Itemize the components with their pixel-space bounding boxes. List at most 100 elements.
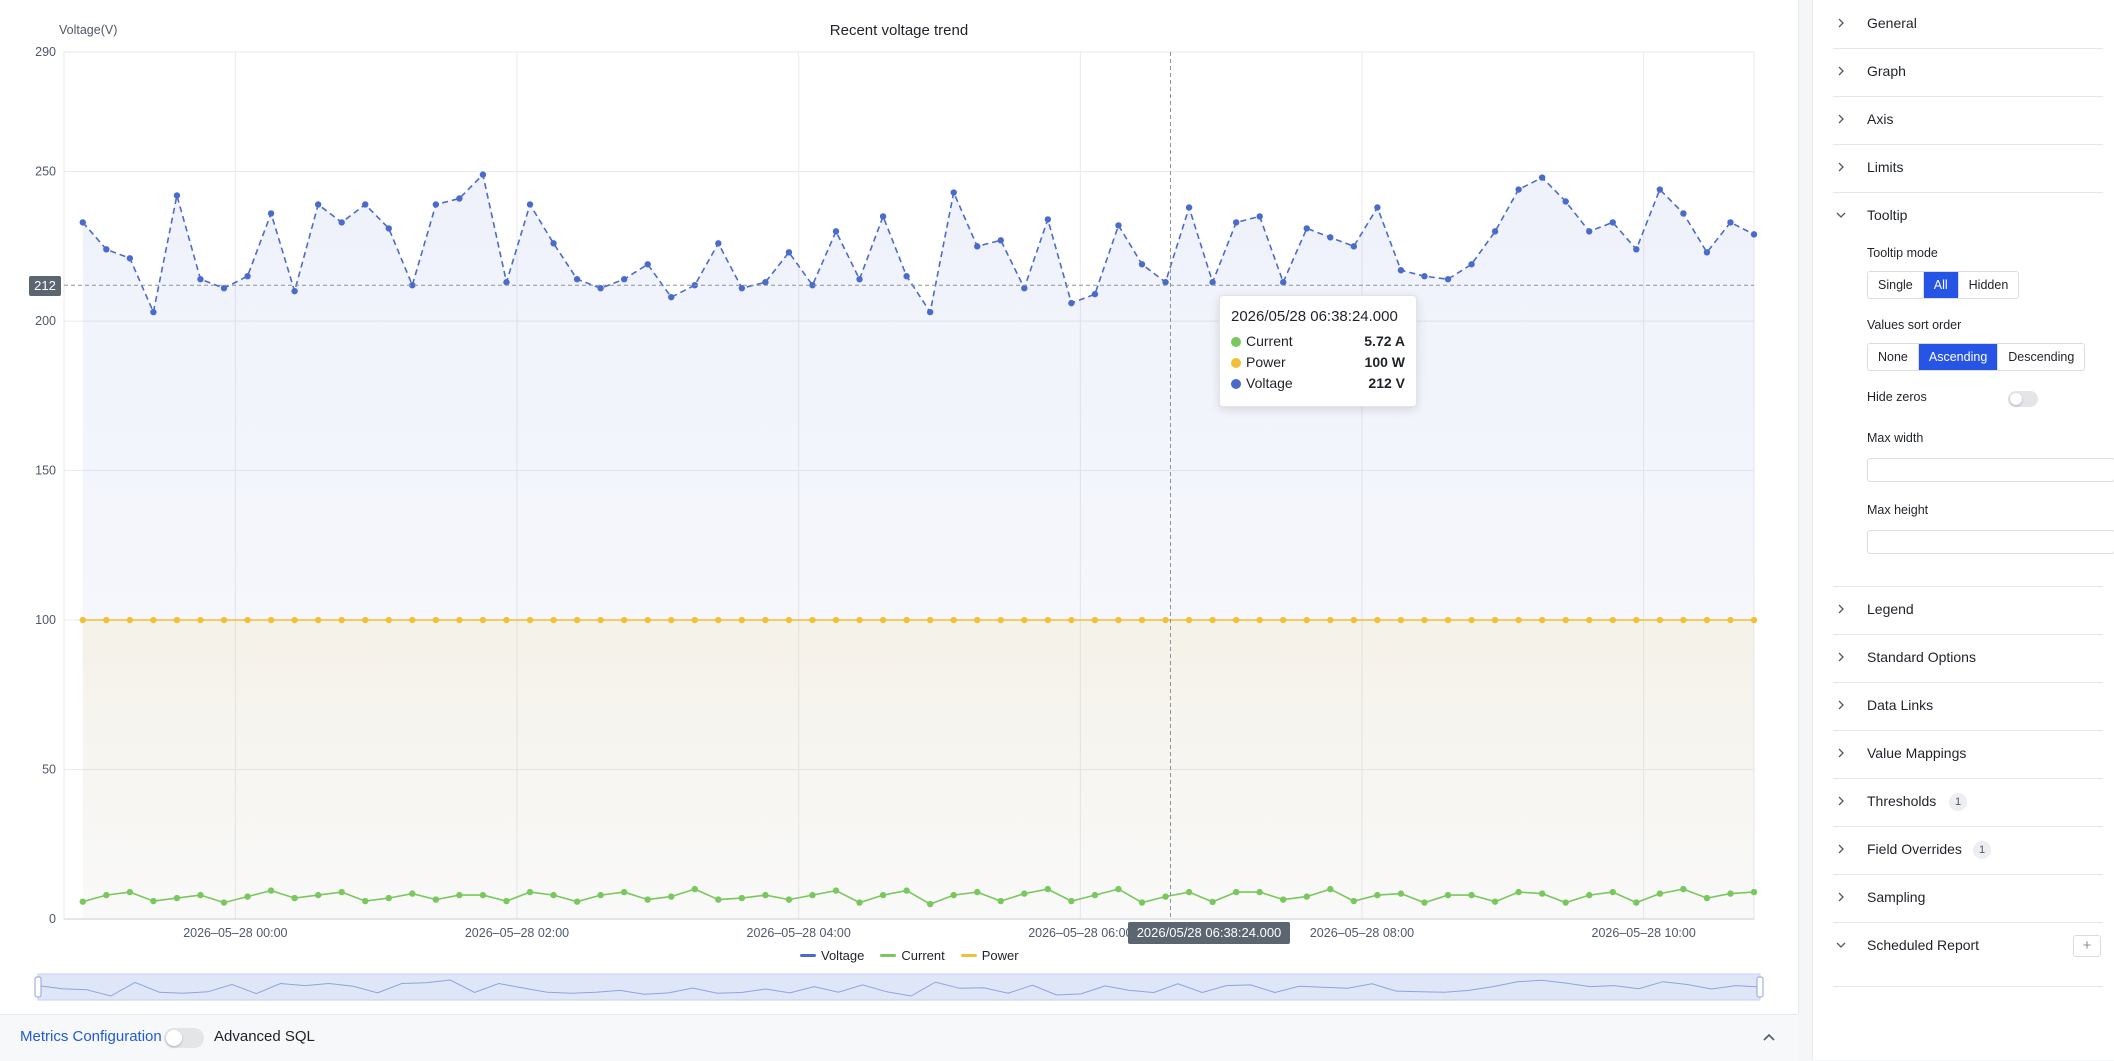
y-tick-label: 50 [42,763,56,777]
power-point [1303,616,1310,624]
current-point [385,894,392,902]
advanced-sql-toggle[interactable] [164,1028,204,1048]
chart-legend: Voltage Current Power [800,948,1019,963]
current-point [1303,893,1310,900]
section-title[interactable]: Tooltip [1867,207,1908,223]
voltage-point [1068,299,1075,307]
voltage-point [409,281,416,289]
power-point [197,616,204,624]
section-general[interactable]: General [1833,0,2103,49]
add-report-button[interactable]: + [2073,935,2101,957]
time-range-navigator [37,973,1761,1001]
current-point [409,890,416,897]
current-point [997,897,1004,905]
current-point [1444,891,1452,899]
section-sampling[interactable]: Sampling [1833,874,2103,923]
power-point [832,616,840,624]
voltage-point [220,284,228,292]
power-point [1327,616,1334,624]
voltage-point [1185,204,1193,211]
power-point [1162,616,1169,624]
section-legend[interactable]: Legend [1833,586,2103,635]
voltage-point [715,240,722,247]
section-value-mappings[interactable]: Value Mappings [1833,730,2103,779]
max-width-input[interactable] [1867,458,2114,482]
max-height-input[interactable] [1867,530,2114,554]
power-point [879,616,887,624]
current-point [1091,891,1099,899]
tooltip-mode-all[interactable]: All [1923,272,1959,298]
current-point [267,887,275,894]
current-point [926,900,934,908]
legend-swatch-voltage [800,954,816,957]
current-point [856,899,863,906]
power-point [550,616,557,624]
voltage-point [479,171,487,178]
power-point [573,616,581,624]
current-point [597,891,604,899]
sort-descending[interactable]: Descending [2008,350,2075,364]
power-point [620,616,628,624]
tooltip-mode-hidden[interactable]: Hidden [1968,278,2009,292]
current-point [291,894,298,902]
voltage-point [1656,186,1664,193]
voltage-point [1562,198,1569,205]
legend-item-power[interactable]: Power [960,948,1019,963]
voltage-point [1515,186,1522,193]
section-standard-options[interactable]: Standard Options [1833,634,2103,683]
section-limits[interactable]: Limits [1833,144,2103,193]
hide-zeros-toggle[interactable] [2008,391,2038,407]
sort-none[interactable]: None [1868,344,1919,370]
power-point [1750,616,1758,624]
voltage-point [291,287,298,295]
section-thresholds[interactable]: Thresholds 1 [1833,778,2103,827]
sort-ascending[interactable]: Ascending [1918,344,1999,370]
chevron-right-icon [1838,114,1844,124]
section-title: Standard Options [1867,649,1976,665]
voltage-chart[interactable]: 0 50 100 150 200 250 290 2026–05–28 00:00 2026–0… [0,0,1798,1014]
section-graph[interactable]: Graph [1833,48,2103,97]
voltage-series-line [82,172,1755,315]
legend-item-current[interactable]: Current [880,948,945,963]
current-point [1421,899,1428,906]
navigator-right-handle [1756,976,1764,998]
legend-item-voltage[interactable]: Voltage [800,948,864,963]
section-data-links[interactable]: Data Links [1833,682,2103,731]
tooltip-mode-selector: Single All Hidden [1867,271,2020,299]
current-point [244,893,251,900]
chevron-right-icon [1838,748,1844,758]
current-point [1350,897,1358,905]
voltage-point [1421,273,1428,280]
power-point [785,616,793,624]
current-point [1280,896,1287,903]
current-point [150,897,157,905]
tooltip-series-value: 100 W [1364,354,1405,370]
power-point [432,616,440,624]
voltage-point [267,210,275,217]
advanced-sql-label: Advanced SQL [214,1028,315,1045]
power-point [1209,616,1216,624]
power-point [1232,616,1240,624]
power-point [1586,616,1593,624]
legend-label: Voltage [821,948,865,963]
voltage-point [1609,219,1616,226]
tooltip-dot-power [1231,358,1241,368]
voltage-point [785,249,793,256]
chevron-up-icon[interactable] [1760,1029,1778,1047]
current-point [1397,890,1405,897]
power-point [1468,616,1475,624]
y-tick-label: 200 [35,314,56,328]
metrics-configuration-link[interactable]: Metrics Configuration [20,1028,162,1045]
power-point [1374,616,1381,624]
power-point [809,616,816,624]
section-field-overrides[interactable]: Field Overrides 1 [1833,826,2103,875]
chevron-down-icon[interactable] [1835,209,1847,221]
chevron-right-icon [1838,796,1844,806]
tooltip-row-voltage: Voltage 212 V [1231,375,1405,393]
section-axis[interactable]: Axis [1833,96,2103,145]
section-scheduled-report[interactable]: Scheduled Report + [1833,922,2103,987]
power-point [1185,616,1193,624]
section-title: Legend [1867,601,1914,617]
section-title: Scheduled Report [1867,937,1980,953]
tooltip-mode-single[interactable]: Single [1868,272,1924,298]
